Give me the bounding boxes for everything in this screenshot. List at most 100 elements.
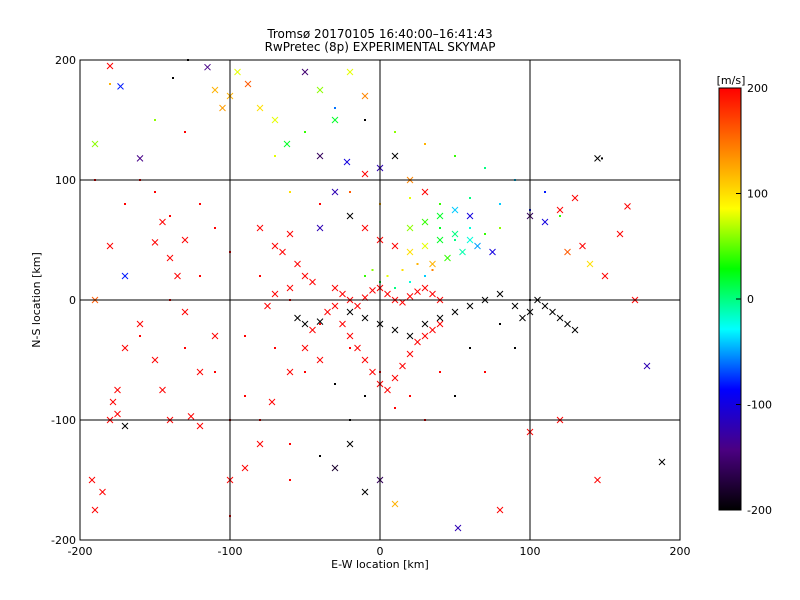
data-point-x [136,155,144,162]
data-point-x [346,68,354,76]
data-point-x [196,422,204,430]
data-point-dot [439,371,441,373]
data-point-x [109,398,117,406]
data-point-x [346,440,354,448]
data-point-x [316,318,324,325]
data-point-x [399,362,406,370]
data-point-x [421,332,429,340]
data-point-x [316,224,324,232]
data-point-x [99,488,106,496]
chart-subtitle: RwPretec (8p) EXPERIMENTAL SKYMAP [265,40,496,54]
data-point-x [121,344,129,352]
data-point-dot [484,167,486,169]
data-point-x [346,332,354,340]
data-point-x [384,386,391,394]
y-axis-label: N-S location [km] [30,252,43,348]
data-points [88,59,666,532]
data-point-x [594,155,601,162]
data-point-x [369,368,376,376]
data-point-x [556,314,564,322]
data-point-x [658,458,666,466]
data-point-x [406,332,414,340]
data-point-x [346,212,354,220]
data-point-x [454,524,462,532]
data-point-x [451,308,459,316]
data-point-x [301,68,309,76]
data-point-x [586,260,594,268]
data-point-x [106,242,114,250]
data-point-dot [416,263,419,265]
data-point-dot [394,407,396,409]
data-point-x [264,302,271,310]
data-point-x [406,293,414,300]
data-point-x [556,206,564,214]
data-point-x [406,248,414,256]
data-point-x [331,188,339,196]
data-point-x [324,308,331,316]
x-tick-label: -100 [218,545,243,558]
data-point-x [414,288,421,295]
data-point-dot [289,479,291,481]
data-point-x [429,290,436,298]
data-point-dot [386,275,389,277]
data-point-x [459,248,466,256]
y-tick-label: 0 [69,294,76,307]
data-point-x [166,254,174,262]
data-point-x [361,488,369,496]
data-point-x [519,314,526,322]
data-point-dot [244,335,246,337]
data-point-dot [401,269,404,271]
data-point-x [331,116,339,124]
data-point-x [121,422,129,430]
data-point-dot [409,395,411,397]
data-point-dot [349,347,351,349]
x-tick-label: 100 [520,545,541,558]
data-point-x [391,152,399,160]
data-point-dot [364,119,366,121]
colorbar-ticks: 200 100 0 -100 -200 [736,82,772,517]
data-point-x [187,413,195,420]
data-point-x [283,140,291,148]
data-point-x [268,398,276,406]
data-point-x [244,80,252,88]
data-point-x [541,302,549,310]
data-point-dot [469,197,471,199]
data-point-dot [364,275,366,277]
data-point-x [436,314,444,322]
data-point-dot [559,215,561,217]
data-point-x [256,224,264,232]
data-point-x [174,272,181,280]
data-point-dot [304,371,306,373]
data-point-x [316,86,324,94]
data-point-dot [424,143,426,145]
data-point-x [117,83,124,90]
data-point-x [316,152,324,160]
data-point-dot [544,191,546,193]
data-point-x [331,464,339,472]
data-point-x [564,320,571,328]
data-point-x [391,500,399,508]
data-point-x [466,212,474,220]
data-point-dot [172,77,174,79]
data-point-x [429,260,436,268]
data-point-dot [371,269,374,271]
data-point-x [421,242,429,250]
data-point-x [361,92,369,100]
data-point-x [406,224,414,232]
data-point-dot [319,203,321,205]
data-point-dot [454,155,456,157]
data-point-x [301,320,309,328]
data-point-dot [394,131,396,133]
data-point-dot [274,347,276,349]
colorbar-unit-label: [m/s] [717,74,746,87]
colorbar-tick-label: -100 [747,399,772,412]
data-point-x [511,302,519,310]
data-point-x [466,302,474,310]
data-point-x [354,344,361,352]
data-point-x [114,410,121,418]
data-point-x [151,239,159,246]
data-point-x [301,272,309,280]
data-point-x [406,350,414,358]
data-point-x [474,242,481,250]
data-point-x [286,230,294,238]
